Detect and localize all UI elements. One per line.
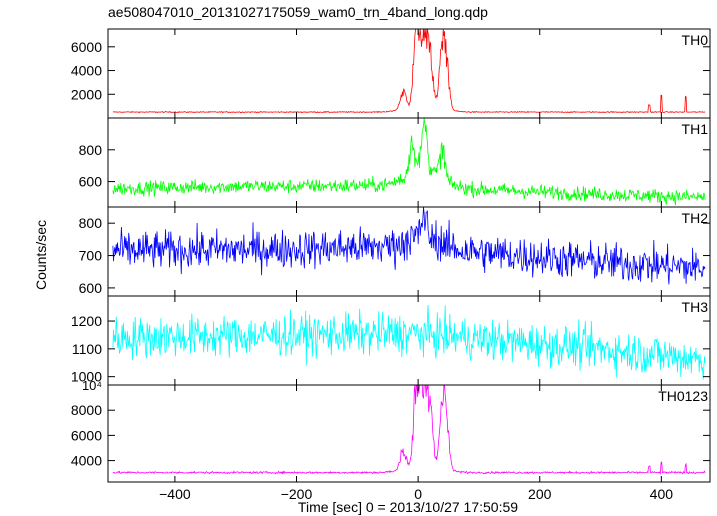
- series-line-th0123: [112, 385, 706, 475]
- chart-title: ae508047010_20131027175059_wam0_trn_4ban…: [108, 4, 488, 20]
- x-tick-label: −400: [159, 486, 191, 502]
- series-line-th1: [112, 118, 706, 206]
- x-tick-label: −200: [281, 486, 313, 502]
- series-line-th2: [112, 207, 706, 285]
- panel-frame-th2: [107, 206, 711, 297]
- y-axis-label: Counts/sec: [33, 220, 49, 290]
- y-tick-label: 1200: [71, 313, 102, 329]
- panels-group: TH0200040006000TH1600800TH2600700800TH31…: [71, 28, 711, 502]
- y-tick-label: 700: [79, 248, 103, 264]
- panel-label-th2: TH2: [682, 210, 709, 226]
- y-tick-label: 800: [79, 215, 103, 231]
- y-tick-label: 600: [79, 174, 103, 190]
- x-axis-label: Time [sec] 0 = 2013/10/27 17:50:59: [298, 499, 518, 515]
- y-tick-label: 800: [79, 142, 103, 158]
- x-tick-label: 0: [414, 486, 422, 502]
- x-tick-label: 400: [650, 486, 674, 502]
- y-tick-label: 600: [79, 280, 103, 296]
- y-tick-label: 6000: [71, 427, 102, 443]
- y-tick-label: 4000: [71, 63, 102, 79]
- x-tick-label: 200: [528, 486, 552, 502]
- y-tick-label: 10⁴: [82, 378, 102, 393]
- panel-label-th1: TH1: [682, 121, 709, 137]
- panel-frame-th3: [107, 295, 711, 386]
- series-line-th3: [112, 304, 706, 380]
- panel-frame-th0123: [107, 384, 711, 483]
- y-tick-label: 4000: [71, 453, 102, 469]
- series-line-th0: [112, 29, 706, 114]
- y-tick-label: 6000: [71, 39, 102, 55]
- panel-label-th0123: TH0123: [658, 388, 708, 404]
- y-tick-label: 1000: [71, 369, 102, 385]
- y-tick-label: 1100: [72, 341, 102, 357]
- panel-label-th3: TH3: [682, 299, 709, 315]
- panel-label-th0: TH0: [682, 32, 709, 48]
- y-tick-label: 2000: [71, 86, 102, 102]
- y-tick-label: 8000: [71, 402, 102, 418]
